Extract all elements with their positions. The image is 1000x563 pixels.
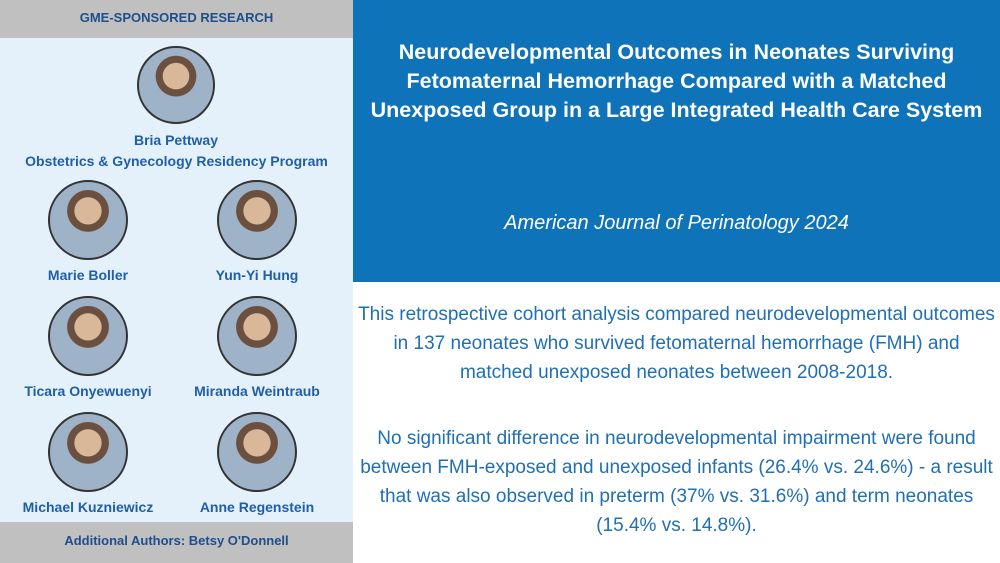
summary-paragraph: This retrospective cohort analysis compa… — [358, 304, 995, 383]
author-name: Michael Kuzniewicz — [22, 499, 154, 515]
author-name: Bria Pettway — [133, 132, 219, 148]
author-program: Obstetrics & Gynecology Residency Progra… — [25, 153, 328, 169]
summary-paragraph: No significant difference in neurodevelo… — [360, 428, 993, 536]
author-name: Miranda Weintraub — [194, 383, 320, 399]
author-photo — [137, 46, 215, 124]
panel-footer: Additional Authors: Betsy O'Donnell — [0, 522, 353, 563]
author-name: Yun-Yi Hung — [215, 267, 299, 283]
article-banner: Neurodevelopmental Outcomes in Neonates … — [353, 0, 1000, 282]
journal: American Journal of Perinatology 2024 — [504, 212, 849, 234]
author-name: Marie Boller — [47, 267, 129, 283]
author-photo — [217, 412, 297, 492]
author-name: Ticara Onyewuenyi — [24, 383, 152, 399]
article-title: Neurodevelopmental Outcomes in Neonates … — [370, 40, 983, 122]
author-photo — [48, 180, 128, 260]
author-name: Anne Regenstein — [199, 499, 315, 515]
author-photo — [217, 180, 297, 260]
author-photo — [217, 296, 297, 376]
panel-header: GME-SPONSORED RESEARCH — [0, 0, 353, 38]
author-panel: GME-SPONSORED RESEARCH Bria Pettway Obst… — [0, 0, 353, 563]
author-photo — [48, 412, 128, 492]
author-photo — [48, 296, 128, 376]
